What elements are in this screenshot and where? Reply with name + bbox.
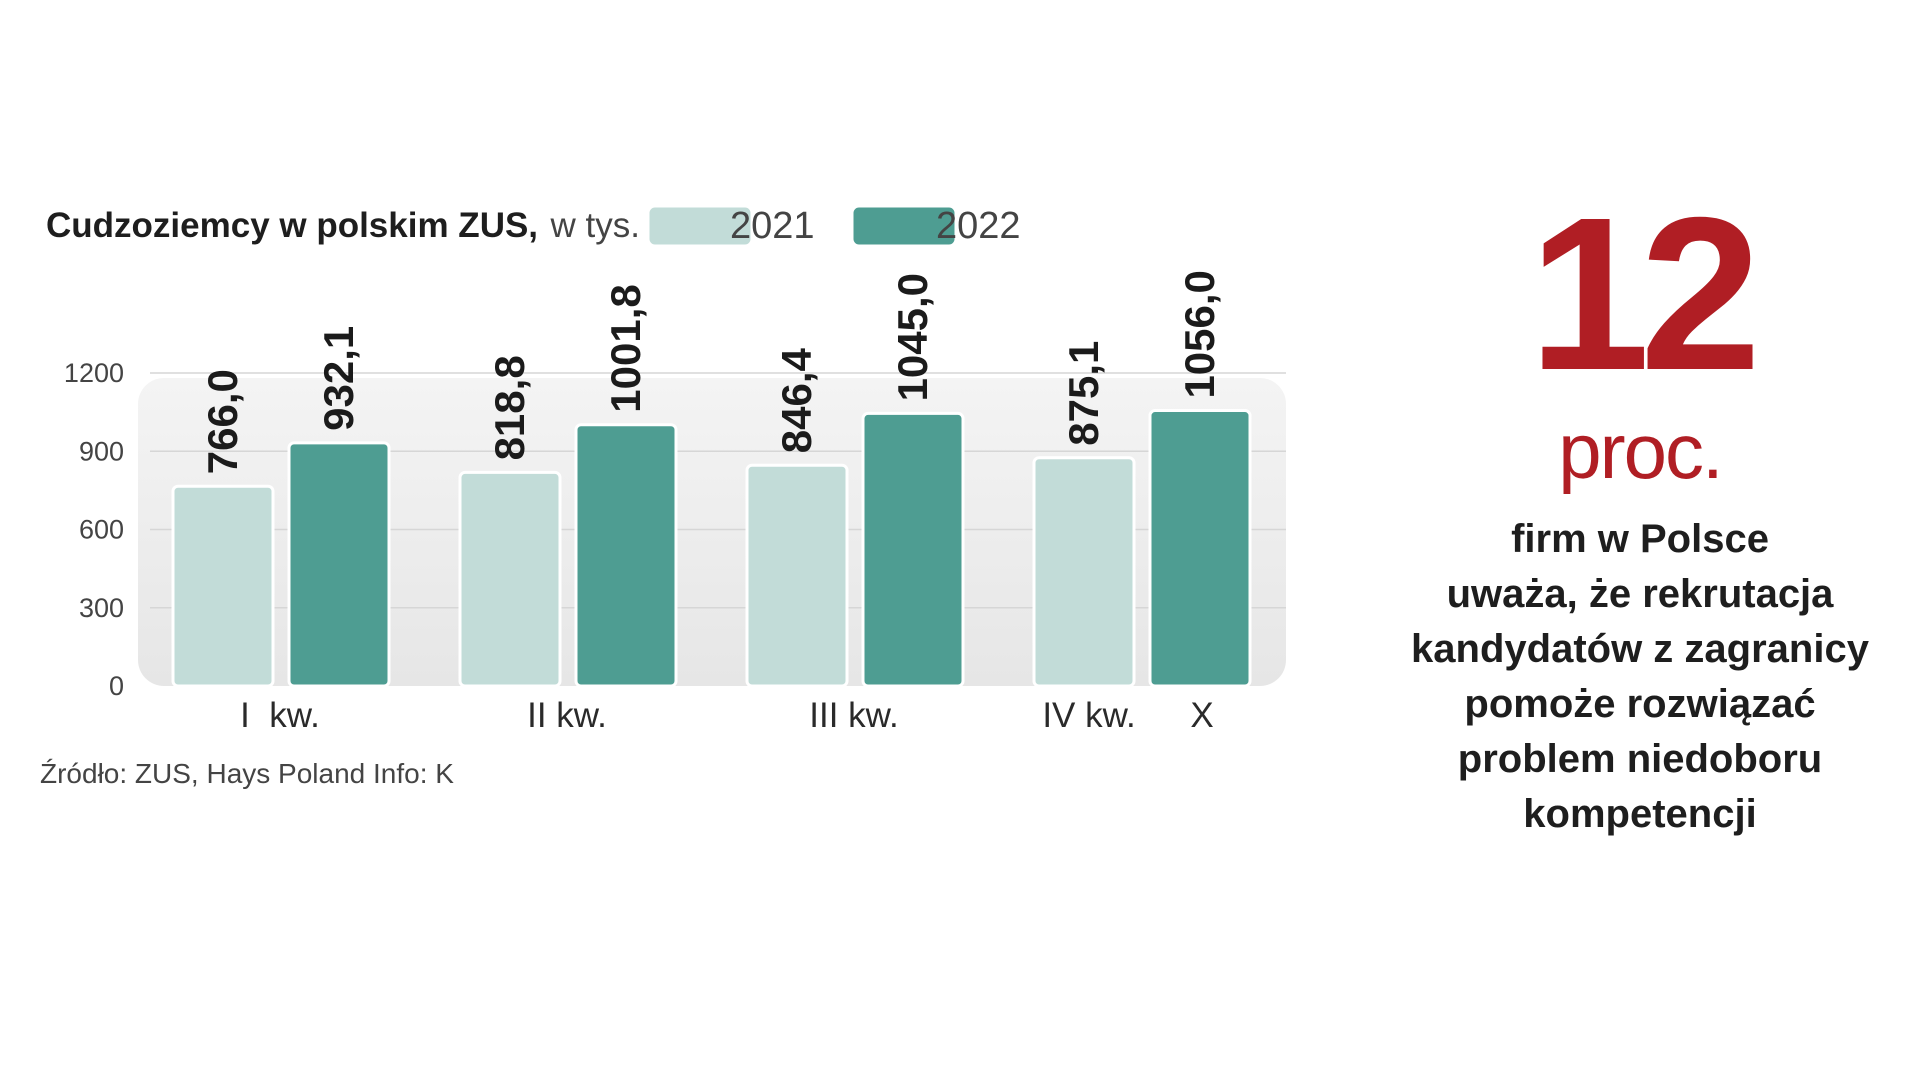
stat-description-line: problem niedoboru bbox=[1457, 737, 1823, 781]
legend-swatch-2021 bbox=[646, 204, 754, 248]
bar-2021 bbox=[171, 484, 275, 688]
y-axis: 0 300 600 900 1200 bbox=[64, 358, 124, 701]
bar-2022 bbox=[861, 411, 965, 688]
stat-panel: 12 proc. firm w Polsce uważa, że rekruta… bbox=[1370, 173, 1910, 842]
y-tick-label: 900 bbox=[79, 436, 124, 466]
plot-background bbox=[138, 378, 1286, 686]
stat-description-line: uważa, że rekrutacja bbox=[1446, 572, 1834, 616]
source-note: Źródło: ZUS, Hays Poland Info: K bbox=[40, 758, 454, 789]
stat-description-line: firm w Polsce bbox=[1511, 517, 1769, 561]
bar-value-label: 766,0 bbox=[199, 369, 246, 474]
x-axis: I kw. II kw. III kw. IV kw. X bbox=[240, 696, 1214, 735]
stat-description: firm w Polsce uważa, że rekrutacja kandy… bbox=[1370, 512, 1910, 842]
bar-value-label: 932,1 bbox=[315, 326, 362, 431]
legend: 2021 2022 bbox=[646, 204, 1021, 248]
stat-description-line: kandydatów z zagranicy bbox=[1411, 627, 1869, 671]
legend-label-2022: 2022 bbox=[936, 205, 1021, 247]
stat-unit: proc. bbox=[1558, 407, 1723, 495]
stat-description-line: pomoże rozwiązać bbox=[1464, 682, 1816, 726]
y-tick-label: 1200 bbox=[64, 358, 124, 388]
bar-value-label: 846,4 bbox=[773, 347, 820, 453]
x-tick-label: IV kw. bbox=[1042, 696, 1135, 735]
stat-description-line: kompetencji bbox=[1523, 792, 1757, 836]
bar-2021 bbox=[1032, 456, 1136, 688]
y-tick-label: 600 bbox=[79, 515, 124, 545]
chart-title-unit: w tys. bbox=[550, 206, 640, 245]
bar-2022 bbox=[574, 423, 678, 688]
bar-value-label: 875,1 bbox=[1060, 341, 1107, 446]
x-tick-label: III kw. bbox=[809, 696, 898, 735]
y-tick-label: 300 bbox=[79, 593, 124, 623]
stat-number: 12 bbox=[1528, 173, 1761, 416]
chart-title: Cudzoziemcy w polskim ZUS, w tys. bbox=[46, 206, 640, 245]
bar-2021 bbox=[458, 470, 562, 688]
bar-value-label: 1045,0 bbox=[889, 273, 936, 401]
bars bbox=[171, 409, 1252, 688]
x-tick-label: II kw. bbox=[527, 696, 607, 735]
bar-2022 bbox=[287, 441, 391, 688]
y-tick-label: 0 bbox=[109, 671, 124, 701]
bar-2021 bbox=[745, 463, 849, 688]
bar-value-label: 1001,8 bbox=[602, 284, 649, 412]
x-tick-label: X bbox=[1190, 696, 1213, 735]
legend-swatch-2022 bbox=[850, 204, 958, 248]
bar-value-label: 1056,0 bbox=[1176, 270, 1223, 398]
bar-value-label: 818,8 bbox=[486, 355, 533, 460]
x-tick-label: I kw. bbox=[240, 696, 320, 735]
chart-title-main: Cudzoziemcy w polskim ZUS, bbox=[46, 206, 538, 245]
legend-label-2021: 2021 bbox=[730, 205, 815, 247]
value-labels: 766,0 818,8 846,4 875,1 932,1 1001,8 1045,0 105… bbox=[199, 270, 1223, 474]
bar-2022 bbox=[1148, 409, 1252, 688]
